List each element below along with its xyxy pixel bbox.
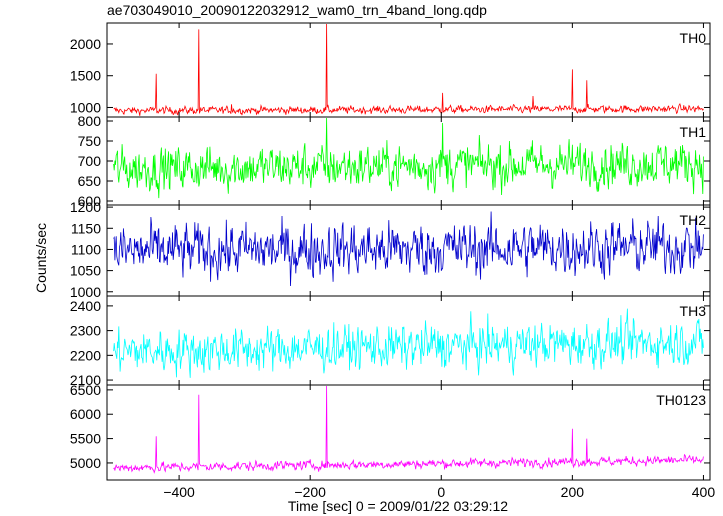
panel-label-th0123: TH0123 <box>656 392 706 408</box>
x-tick-label: 200 <box>561 484 585 500</box>
y-tick-label: 1200 <box>70 199 101 215</box>
y-tick-label: 1000 <box>70 99 101 115</box>
y-tick-label: 1100 <box>71 241 101 257</box>
y-tick-label: 650 <box>78 173 102 189</box>
panel-label-th1: TH1 <box>680 124 707 140</box>
panel-label-th0: TH0 <box>680 30 707 46</box>
y-tick-label: 800 <box>78 113 102 129</box>
y-tick-label: 5000 <box>70 455 101 471</box>
y-tick-label: 750 <box>78 133 102 149</box>
y-tick-label: 1150 <box>71 220 101 236</box>
x-tick-label: 400 <box>692 484 716 500</box>
y-tick-label: 2200 <box>70 347 101 363</box>
panel-label-th3: TH3 <box>680 303 707 319</box>
series-line-th1 <box>113 117 704 199</box>
y-tick-label: 600 <box>78 193 102 209</box>
series-line-th3 <box>113 308 704 378</box>
y-tick-label: 6000 <box>70 406 101 422</box>
y-tick-label: 1500 <box>70 68 101 84</box>
y-tick-label: 2400 <box>70 298 101 314</box>
y-tick-label: 2100 <box>70 372 101 388</box>
series-line-th0 <box>113 23 704 116</box>
y-tick-label: 2300 <box>70 323 101 339</box>
panel-frame-th0123 <box>106 384 711 481</box>
y-tick-label: 5500 <box>70 431 101 447</box>
y-tick-label: 1000 <box>70 284 101 300</box>
chart-title: ae703049010_20090122032912_wam0_trn_4ban… <box>107 2 487 18</box>
panel-label-th2: TH2 <box>680 212 707 228</box>
y-tick-label: 2000 <box>70 36 101 52</box>
series-line-th2 <box>113 211 704 287</box>
y-tick-label: 1050 <box>70 263 101 279</box>
x-tick-label: −200 <box>294 484 326 500</box>
series-line-th0123 <box>113 385 704 474</box>
x-axis-label: Time [sec] 0 = 2009/01/22 03:29:12 <box>287 498 509 514</box>
x-tick-label: −400 <box>163 484 195 500</box>
y-tick-label: 700 <box>78 153 102 169</box>
y-tick-label: 6500 <box>70 382 101 398</box>
panel-frame-th0 <box>106 22 711 118</box>
x-tick-label: 0 <box>437 484 445 500</box>
